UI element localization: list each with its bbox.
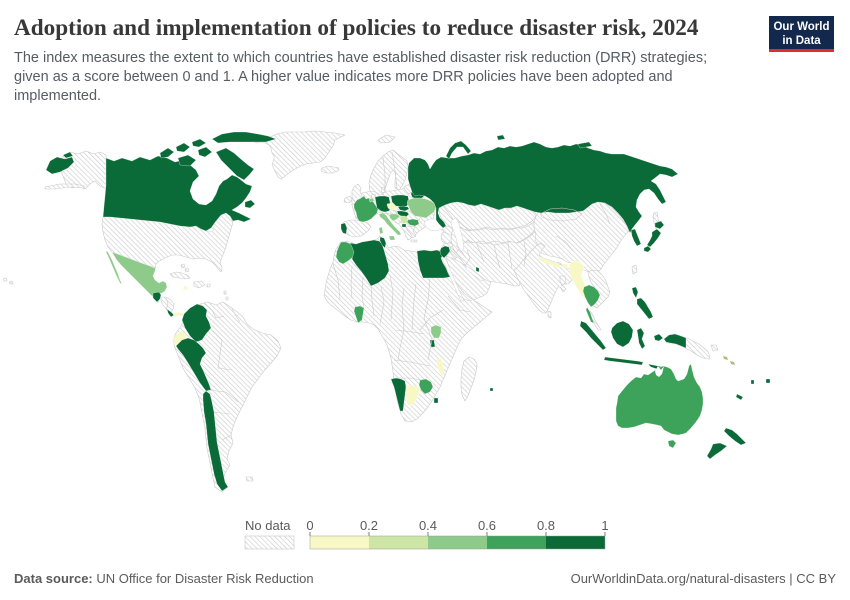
svg-text:0: 0 xyxy=(306,518,313,533)
svg-text:0.8: 0.8 xyxy=(537,518,555,533)
svg-text:0.4: 0.4 xyxy=(419,518,437,533)
svg-text:1: 1 xyxy=(601,518,608,533)
svg-text:No data: No data xyxy=(245,518,291,533)
svg-text:0.2: 0.2 xyxy=(360,518,378,533)
svg-text:0.6: 0.6 xyxy=(478,518,496,533)
